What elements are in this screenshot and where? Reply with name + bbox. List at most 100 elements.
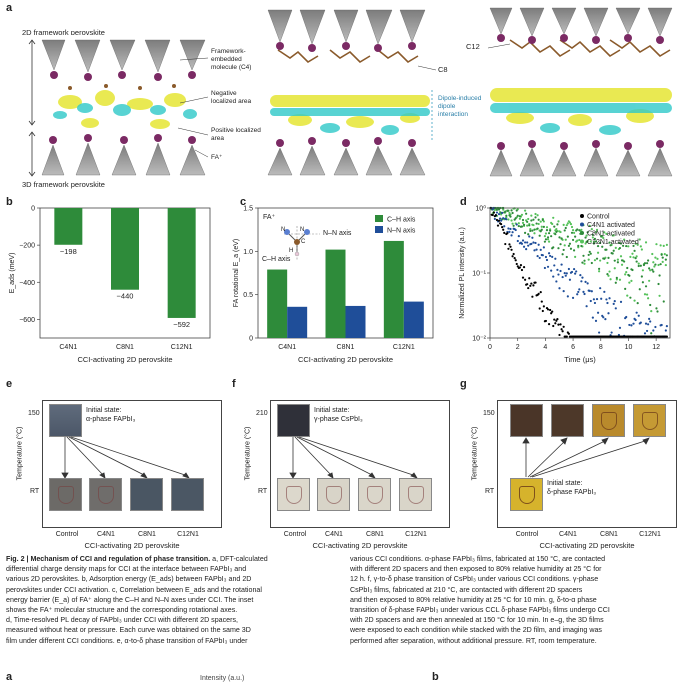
chart-d-point: [557, 323, 560, 326]
chart-d-point: [615, 276, 618, 279]
chart-d-point: [660, 253, 663, 256]
chart-d-point: [508, 243, 511, 246]
chart-d-point: [539, 248, 542, 251]
framework-molecule-annotation: Framework-embedded molecule (C4): [211, 48, 252, 71]
c8-annotation: C8: [438, 65, 448, 74]
chart-d-point: [584, 242, 587, 245]
chart-d-point: [547, 252, 551, 255]
chart-d-point: [550, 269, 553, 272]
chart-d-point: [640, 275, 643, 278]
chart-d-point: [512, 252, 515, 256]
chart-d-point: [571, 296, 575, 299]
chart-d-point: [647, 297, 650, 300]
chart-d-point: [607, 274, 610, 277]
chart-d-point: [582, 254, 585, 257]
chart-b-ytick-label: 0: [31, 206, 35, 213]
chart-d-point: [567, 267, 570, 271]
panel-e-ylabel: Temperature (°C): [16, 426, 24, 481]
chart-d-point: [637, 264, 640, 268]
inset-atom-n1: N: [281, 227, 286, 233]
chart-d-point: [637, 262, 640, 265]
panel-f-label: f: [232, 378, 236, 390]
bottom-framework-label: 3D framework perovskite: [22, 180, 105, 189]
chart-c-bar-nn: [345, 305, 366, 338]
chart-d-point: [530, 219, 533, 222]
chart-d-point: [520, 213, 524, 216]
chart-d-point: [543, 240, 547, 243]
chart-d-point: [595, 228, 599, 231]
chart-d-point: [637, 314, 640, 317]
chart-d-point: [593, 259, 597, 262]
chart-d-point: [626, 266, 629, 270]
chart-d-legend-marker: [580, 231, 584, 235]
chart-d-point: [535, 248, 538, 251]
chart-d-point: [636, 302, 639, 305]
chart-d-point: [521, 239, 525, 242]
chart-d-point: [638, 288, 641, 291]
chart-d-point: [510, 209, 513, 212]
chart-d-point: [562, 223, 565, 226]
chart-d-point: [630, 279, 633, 282]
chart-d-point: [557, 247, 560, 250]
chart-d-xtick-label: 4: [543, 344, 547, 351]
chart-d-point: [537, 222, 540, 226]
caption-col1-line-2: various 2D perovskites. b, Adsorption en…: [6, 575, 252, 584]
chart-d-point: [565, 255, 568, 259]
chart-d-point: [639, 264, 642, 267]
chart-d-point: [543, 234, 547, 238]
chart-d-point: [658, 274, 661, 277]
chart-d-point: [651, 252, 654, 256]
chart-d-point: [515, 209, 518, 212]
chart-d-point: [536, 227, 539, 230]
chart-d-point: [625, 271, 628, 274]
chart-d-series-0: [489, 206, 668, 338]
chart-d-point: [648, 267, 651, 270]
chart-b: 0 −200 −400 −600 −198 C4N1 −440 C8N1 −592 C12N1 CC…: [9, 206, 211, 364]
chart-d-point: [533, 228, 536, 231]
dipole-annotation: Dipole-induced dipole interaction: [438, 95, 482, 118]
chart-b-value-label: −198: [60, 247, 77, 256]
chart-d-point: [511, 231, 514, 234]
chart-c-legend-label: N–N axis: [387, 228, 416, 235]
chart-d-point: [560, 263, 563, 266]
chart-d-point: [552, 324, 555, 328]
chart-d-point: [532, 218, 535, 221]
chart-d-point: [551, 255, 554, 258]
chart-d-point: [580, 280, 583, 283]
chart-d-point: [649, 320, 652, 323]
chart-d-point: [511, 211, 514, 215]
chart-c-legend-swatch: [375, 226, 383, 233]
chart-d-point: [572, 231, 576, 234]
panel-e-cat-2: C8N1: [138, 531, 156, 538]
chart-d-point: [515, 262, 518, 266]
panel-g-cat-1: C4N1: [559, 531, 577, 538]
chart-d-point: [504, 242, 507, 246]
panel-f-cat-1: C4N1: [325, 531, 343, 538]
chart-d-point: [562, 325, 565, 328]
panel-f-tile-c8n1: [358, 478, 391, 511]
chart-d-point: [629, 255, 632, 258]
panel-g-initial-tile: [510, 478, 543, 511]
chart-d-point: [547, 323, 551, 326]
chart-d-point: [581, 261, 584, 264]
chart-d-point: [656, 310, 659, 313]
chart-d-point: [502, 208, 505, 211]
chart-d-point: [662, 244, 665, 248]
chart-d-point: [528, 235, 531, 238]
chart-d-point: [497, 213, 501, 216]
chart-d-point: [598, 267, 601, 270]
chart-d-point: [540, 228, 543, 231]
chart-c-ytick-label: 0.5: [243, 292, 253, 299]
chart-d-point: [567, 332, 570, 335]
chart-d-point: [644, 241, 648, 244]
chart-b-xtick-label: C12N1: [171, 344, 193, 351]
panel-g-tick-high: 150: [483, 410, 495, 417]
chart-d-point: [503, 225, 506, 228]
chart-d-point: [654, 263, 657, 266]
chart-d-point: [500, 223, 503, 226]
panel-g-tile-c12n1: [633, 404, 666, 437]
chart-d-legend-label: Control: [587, 214, 610, 221]
chart-d-point: [650, 310, 653, 313]
chart-d-point: [564, 238, 567, 241]
chart-d-point: [584, 236, 587, 239]
